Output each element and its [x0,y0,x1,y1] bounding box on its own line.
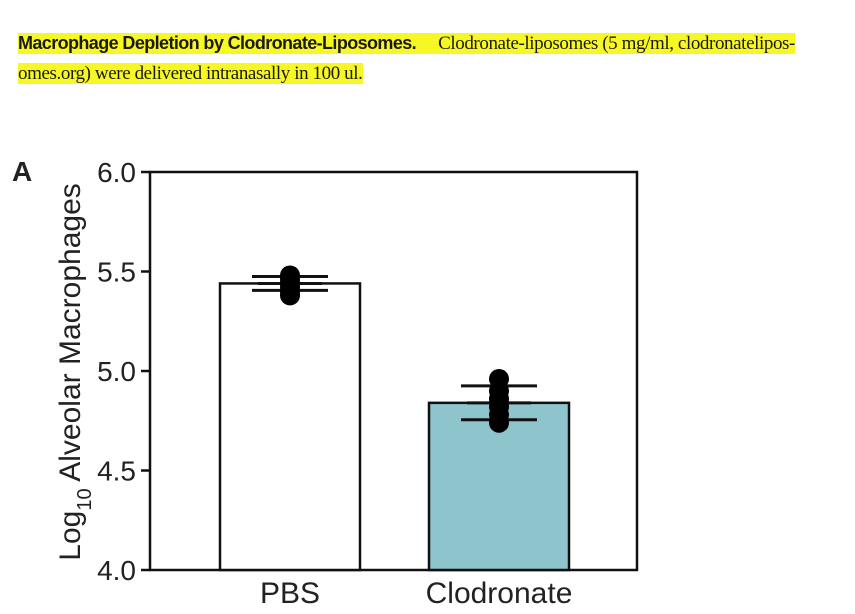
caption-title: Macrophage Depletion by Clodronate-Lipos… [18,33,417,53]
y-tick-label: 5.0 [97,356,136,387]
figure-caption: Macrophage Depletion by Clodronate-Lipos… [18,28,840,89]
y-tick-label: 6.0 [97,157,136,188]
y-axis-label: Log10 Alveolar Macrophages [54,183,96,560]
data-point [489,368,509,389]
caption-line-2: omes.org) were delivered intranasally in… [18,63,363,84]
x-tick-label-clodronate: Clodronate [426,577,573,610]
caption-line-1: Clodronate-liposomes (5 mg/ml, clodronat… [438,33,795,54]
plot-area: 4.0 4.5 5.0 5.5 6.0 PBS Clodronate [97,157,639,610]
y-tick-label: 4.5 [97,456,136,487]
x-tick-label-pbs: PBS [260,577,320,610]
panel-label: A [12,156,32,187]
data-point [280,265,300,286]
y-tick-label: 4.0 [97,555,136,586]
y-tick-label: 5.5 [97,257,136,288]
bar-pbs [218,282,362,572]
